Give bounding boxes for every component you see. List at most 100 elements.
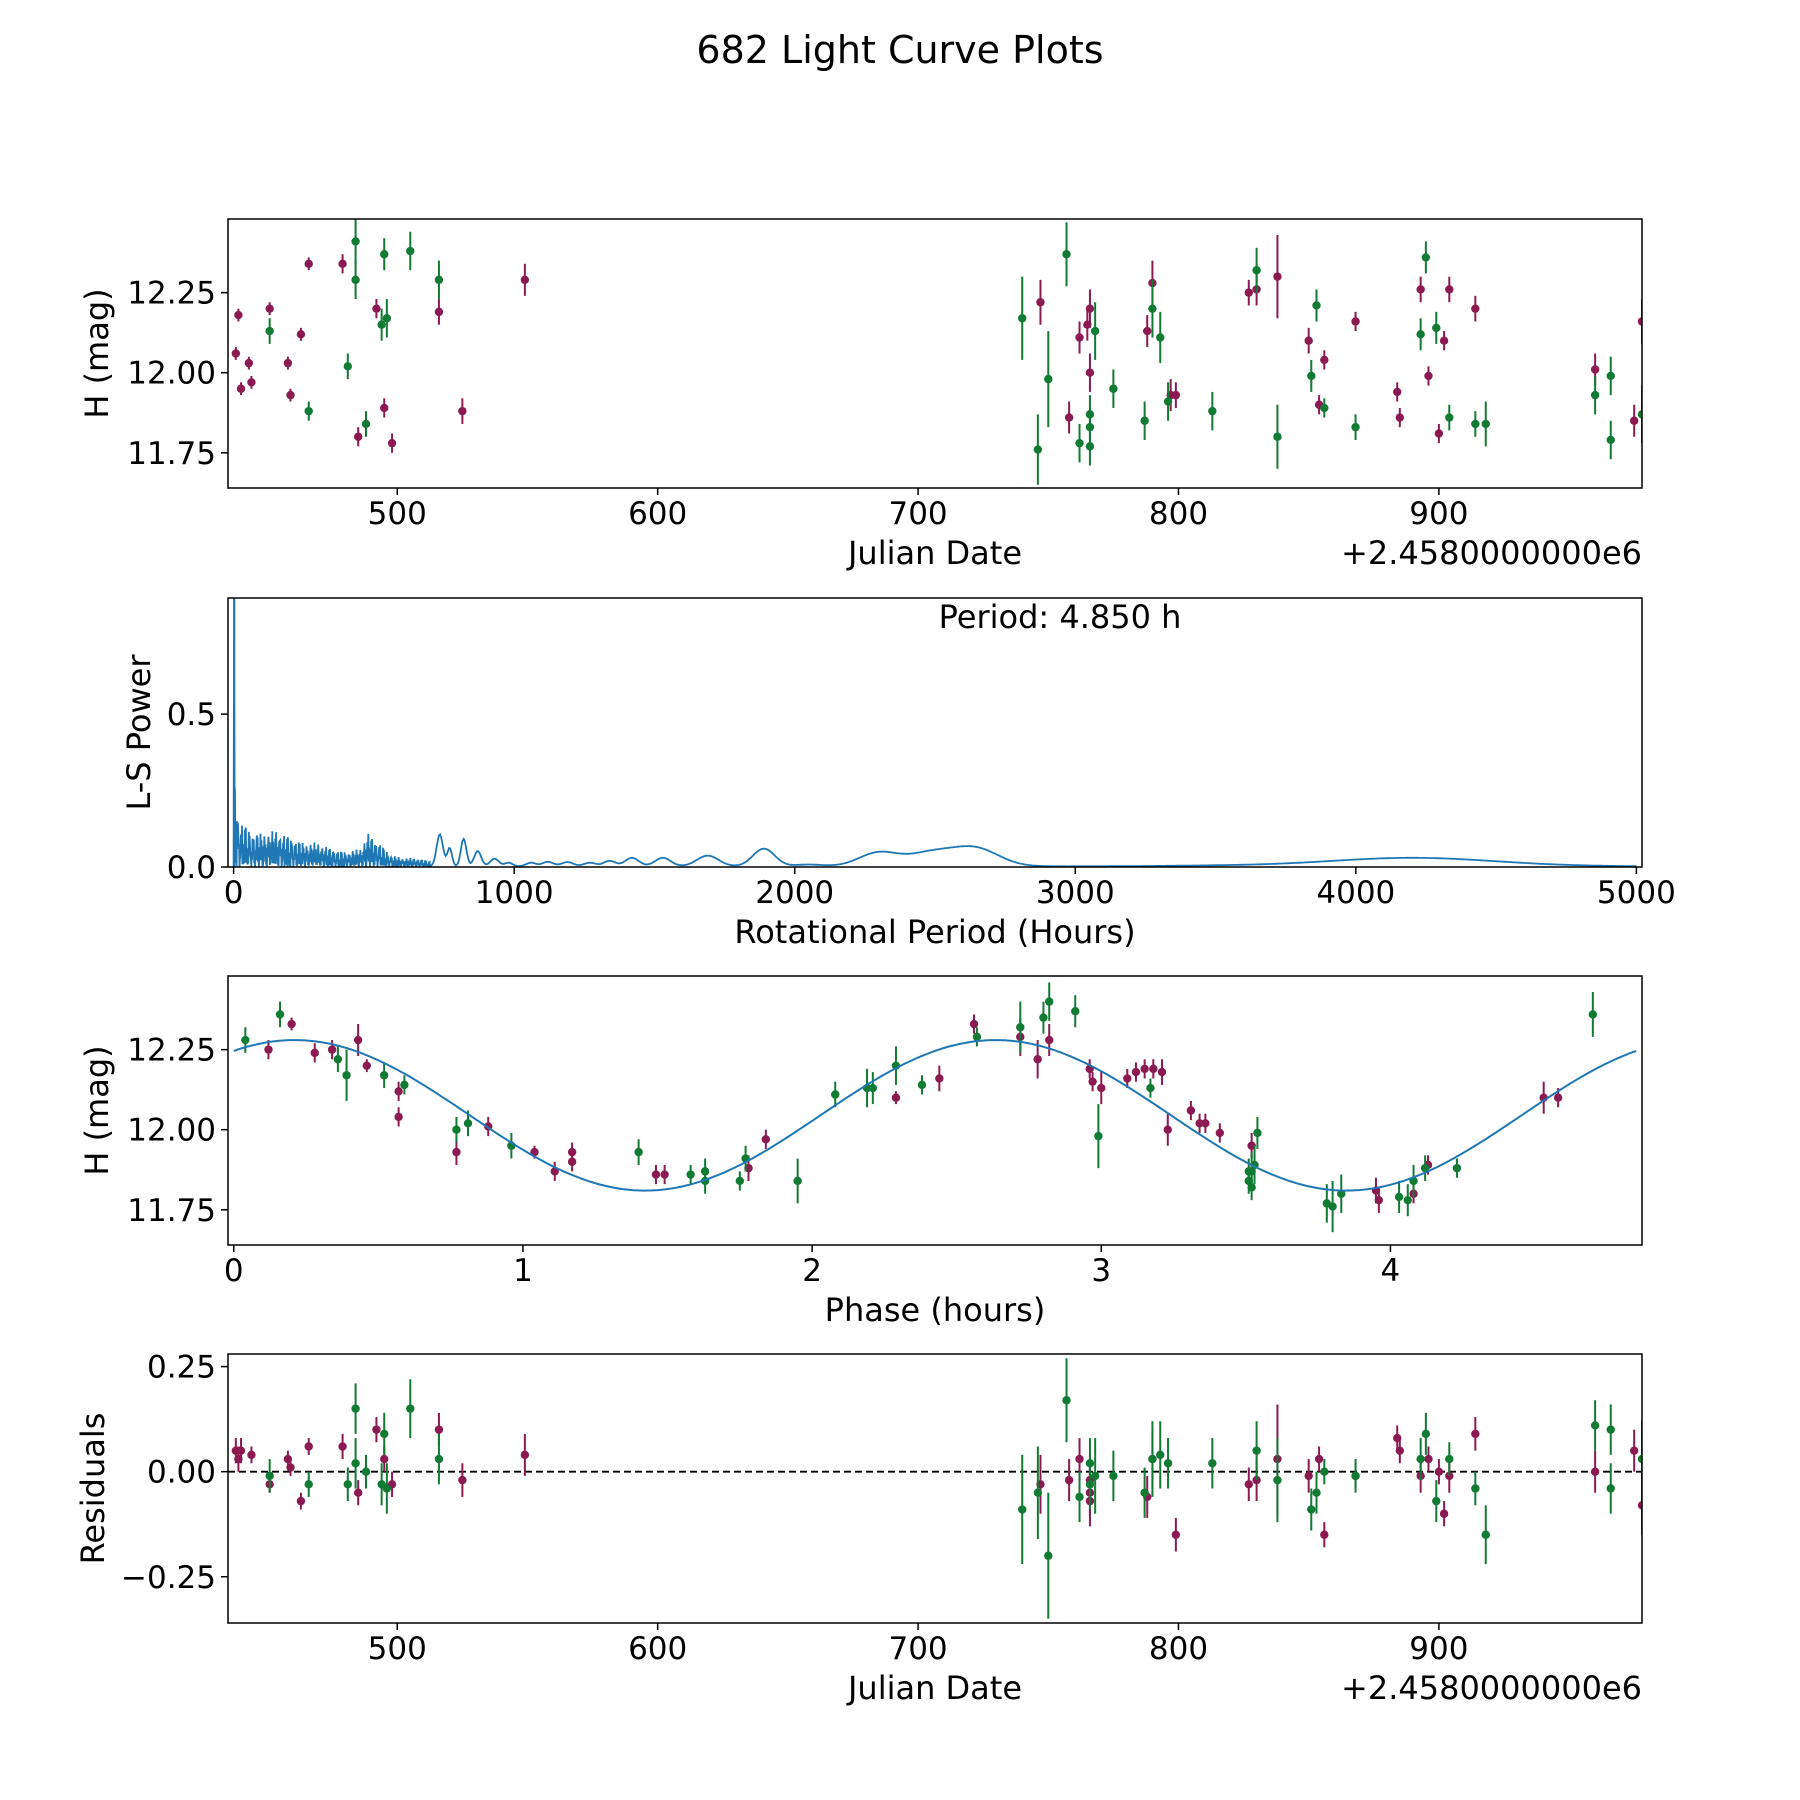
data-point [1090, 1471, 1100, 1481]
data-point [382, 1484, 392, 1493]
y-axis-label: H (mag) [78, 288, 116, 418]
data-point [1393, 387, 1402, 397]
data-point [372, 1425, 381, 1434]
y-tick-label: 11.75 [127, 1193, 216, 1229]
data-point [1244, 1480, 1253, 1489]
data-point [1328, 1202, 1337, 1211]
data-point [1244, 288, 1253, 297]
series-green [265, 1358, 1642, 1619]
data-point [831, 1090, 840, 1099]
data-point [458, 1475, 467, 1485]
data-point [372, 304, 381, 313]
data-point [793, 1176, 802, 1186]
data-point [761, 1135, 771, 1144]
data-point [1320, 1467, 1329, 1476]
data-point [361, 419, 371, 429]
data-point [1075, 1454, 1084, 1464]
data-point [343, 1480, 352, 1489]
data-point [1434, 429, 1444, 438]
data-point [1186, 1106, 1196, 1115]
data-point [304, 1480, 313, 1489]
data-point [434, 307, 444, 317]
data-point [1314, 1454, 1324, 1464]
y-tick-label: 0.00 [147, 1455, 216, 1491]
axes-frame [227, 1353, 1643, 1624]
data-point [1208, 406, 1217, 416]
data-point [338, 1442, 347, 1451]
data-point [520, 275, 530, 285]
data-point [351, 1459, 360, 1468]
x-tick-label: 600 [628, 1631, 687, 1667]
data-point [969, 1019, 979, 1029]
data-point [1351, 317, 1360, 326]
data-point [1064, 413, 1074, 422]
data-point [1109, 1471, 1118, 1481]
data-point [351, 237, 360, 246]
data-point [1085, 1459, 1095, 1468]
x-tick-label: 1000 [475, 875, 554, 911]
data-point [244, 358, 254, 368]
data-point [1606, 1425, 1615, 1434]
data-point [1215, 1128, 1225, 1138]
data-point [234, 310, 243, 320]
data-point [1307, 1505, 1316, 1514]
data-point [458, 406, 467, 416]
data-point [387, 438, 397, 448]
data-point [452, 1125, 461, 1134]
data-point [1432, 323, 1441, 333]
data-point [1590, 390, 1600, 400]
x-offset-label: +2.4580000000e6 [1341, 534, 1642, 572]
data-point [1016, 1023, 1025, 1032]
data-point [354, 1488, 363, 1497]
data-point [917, 1080, 927, 1090]
y-axis-label: L-S Power [120, 654, 158, 811]
x-tick-label: 800 [1149, 496, 1208, 532]
data-point [1320, 355, 1329, 365]
series-maroon [264, 1014, 1563, 1213]
y-tick-label: 12.25 [127, 1033, 216, 1069]
data-point [1208, 1459, 1217, 1468]
plot-area [228, 1358, 1642, 1619]
data-point [394, 1112, 403, 1122]
y-tick-label: 12.00 [127, 1113, 216, 1149]
data-point [1320, 1530, 1329, 1539]
data-point [379, 1071, 389, 1080]
data-point [394, 1087, 403, 1096]
data-point [1171, 390, 1181, 400]
data-point [247, 378, 256, 387]
period-annotation: Period: 4.850 h [939, 598, 1182, 636]
data-point [1637, 1501, 1642, 1510]
data-point [1606, 371, 1615, 381]
data-point [1637, 410, 1642, 419]
data-point [1606, 435, 1615, 445]
data-point [1201, 1119, 1210, 1128]
y-axis-label: H (mag) [78, 1045, 116, 1175]
data-point [1131, 1067, 1141, 1077]
x-tick-label: 1 [513, 1253, 533, 1289]
data-point [1062, 250, 1071, 259]
data-point [1064, 1475, 1074, 1485]
data-point [1090, 326, 1100, 336]
data-point [1416, 1454, 1425, 1464]
data-point [1312, 1488, 1321, 1497]
data-point [935, 1074, 944, 1083]
data-point [1097, 1083, 1106, 1093]
data-point [304, 259, 313, 269]
data-point [1307, 371, 1316, 381]
data-point [651, 1170, 661, 1179]
data-point [1253, 1128, 1262, 1138]
data-point [1044, 1551, 1053, 1560]
data-point [1471, 304, 1480, 313]
data-point [361, 1467, 371, 1476]
data-point [1445, 285, 1454, 294]
x-tick-label: 600 [628, 496, 687, 532]
x-tick-label: 900 [1409, 1631, 1468, 1667]
data-point [1085, 410, 1095, 419]
y-tick-label: 12.00 [127, 356, 216, 392]
data-point [247, 1450, 256, 1460]
data-point [287, 1019, 296, 1029]
data-point [1140, 1064, 1149, 1074]
data-point [265, 326, 274, 336]
x-tick-label: 700 [888, 1631, 947, 1667]
data-point [1018, 1505, 1027, 1514]
